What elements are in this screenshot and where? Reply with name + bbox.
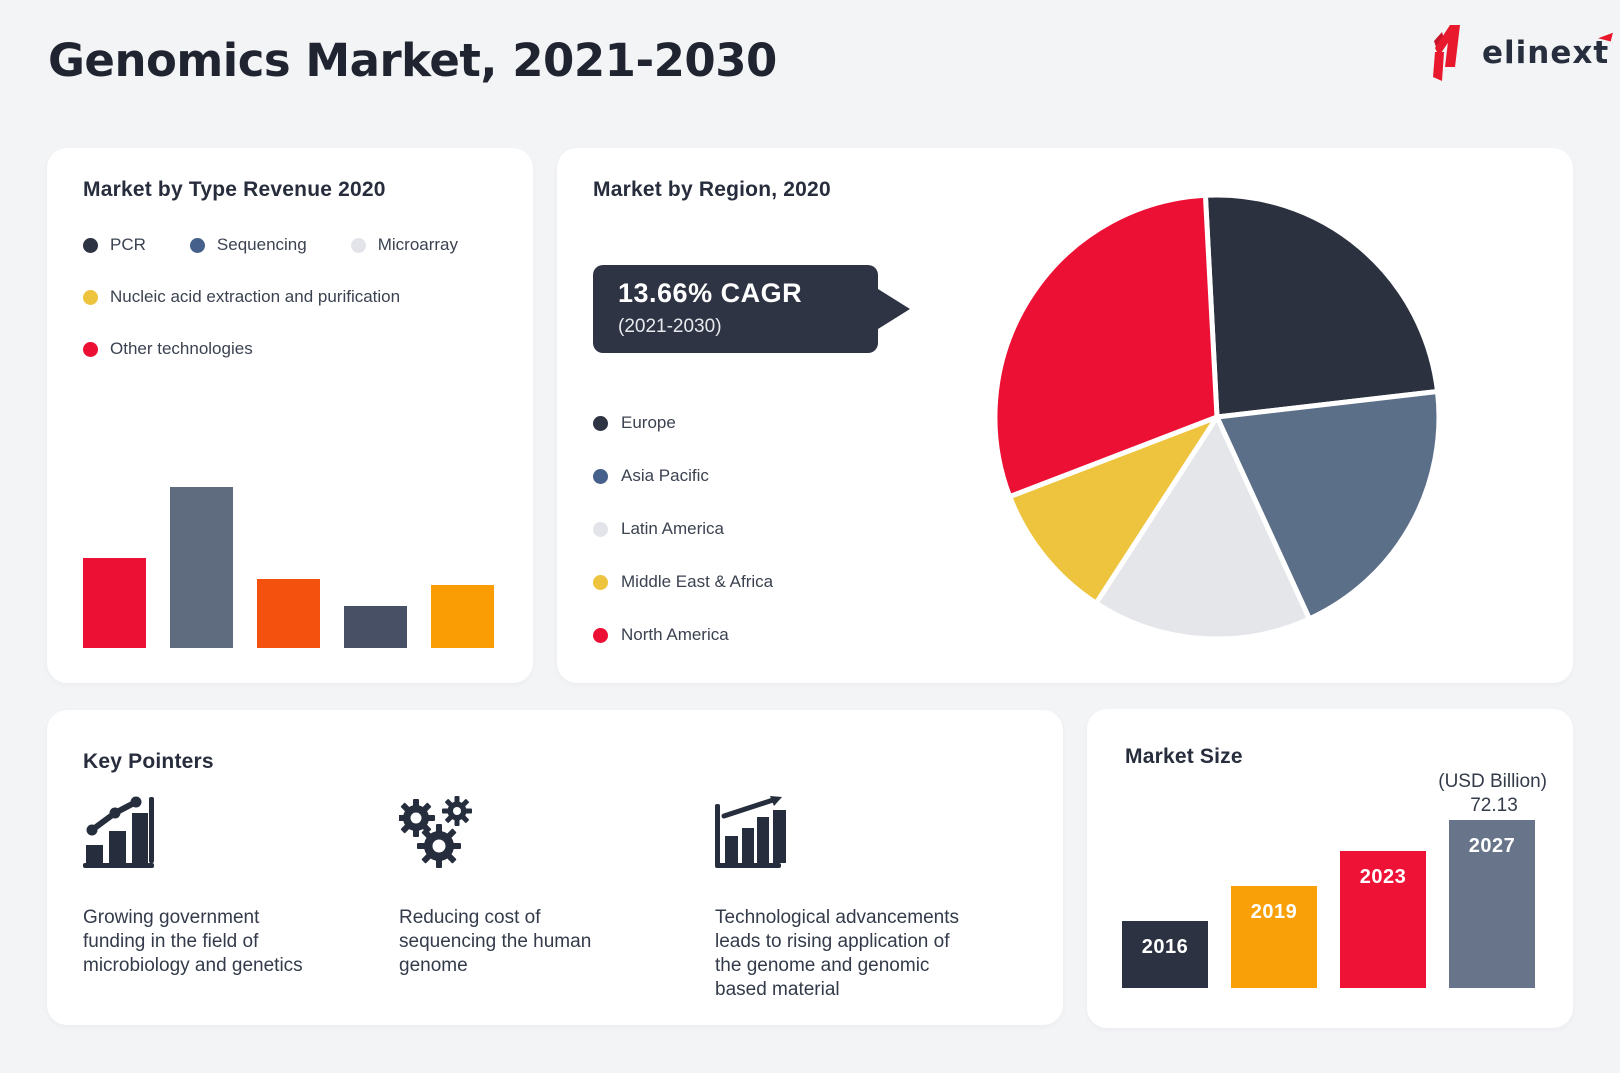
legend-dot-middle-east-africa <box>593 574 608 590</box>
pie-slice-north-america <box>992 192 1220 500</box>
legend-dot-sequencing <box>189 237 205 253</box>
legend-label: PCR <box>110 235 146 254</box>
cagr-value: 13.66% CAGR <box>618 278 803 308</box>
elinext-logo-text: elinext <box>1482 34 1610 71</box>
type-legend-row: PCR Sequencing Microarray <box>83 234 458 256</box>
legend-item-other-technologies: Other technologies <box>83 339 253 359</box>
type-legend-row: Other technologies <box>83 338 458 360</box>
market-size-bar-2027: 2027 <box>1449 820 1535 988</box>
market-size-card: Market Size (USD Billion) 72.13 2016 2019… <box>1087 709 1573 1028</box>
market-size-bar-2023: 2023 <box>1340 851 1426 988</box>
type-bar-3 <box>257 579 320 648</box>
cagr-callout: 13.66% CAGR (2021-2030) <box>593 265 878 353</box>
type-legend-row: Nucleic acid extraction and purification <box>83 286 458 308</box>
key-pointer-sequencing-cost: Reducing cost of sequencing the human ge… <box>399 796 639 978</box>
legend-label: Latin America <box>621 519 724 538</box>
legend-item-middle-east-africa: Middle East & Africa <box>593 571 773 593</box>
market-size-bar-year-2019: 2019 <box>1250 901 1298 923</box>
key-pointers-title: Key Pointers <box>83 750 214 773</box>
elinext-logo: elinext <box>1433 25 1609 81</box>
market-size-bar-2019: 2019 <box>1231 886 1317 988</box>
page-title: Genomics Market, 2021-2030 <box>48 34 777 87</box>
market-size-bar-year-2016: 2016 <box>1141 936 1189 958</box>
legend-label: Europe <box>621 413 676 432</box>
type-legend: PCR Sequencing Microarray Nucleic acid e… <box>83 234 458 390</box>
legend-label: Sequencing <box>216 235 307 254</box>
legend-label: North America <box>621 625 729 644</box>
type-bar-1 <box>83 558 146 648</box>
legend-item-north-america: North America <box>593 624 773 646</box>
legend-item-nucleic-acid: Nucleic acid extraction and purification <box>83 287 400 307</box>
legend-dot-latin-america <box>593 521 608 537</box>
legend-label: Microarray <box>377 235 459 254</box>
market-by-type-card: Market by Type Revenue 2020 PCR Sequenci… <box>47 148 533 683</box>
legend-label: Other technologies <box>110 339 253 358</box>
pie-slice-latin-america <box>1093 414 1312 642</box>
type-revenue-bar-chart <box>83 487 494 648</box>
market-size-peak-value: 72.13 <box>1470 795 1518 816</box>
legend-dot-asia-pacific <box>593 468 608 484</box>
market-by-type-title: Market by Type Revenue 2020 <box>83 178 386 201</box>
legend-dot-microarray <box>350 237 366 253</box>
key-pointer-funding: Growing government funding in the field … <box>83 796 363 978</box>
legend-dot-nucleic-acid <box>83 289 98 305</box>
market-size-bar-year-2027: 2027 <box>1468 835 1516 857</box>
key-pointer-text: Growing government funding in the field … <box>83 907 303 976</box>
type-bar-2 <box>170 487 233 648</box>
legend-label: Middle East & Africa <box>621 572 774 591</box>
growth-trend-chart-icon <box>83 796 154 868</box>
gears-icon <box>399 796 472 868</box>
key-pointer-tech-advancements: Technological advancements leads to risi… <box>715 796 1015 1002</box>
pie-slice-europe <box>1202 192 1440 420</box>
legend-item-asia-pacific: Asia Pacific <box>593 465 773 487</box>
legend-item-microarray: Microarray <box>350 235 459 255</box>
market-size-unit-label: (USD Billion) <box>1438 771 1547 792</box>
key-pointer-text: Technological advancements leads to risi… <box>715 907 959 1000</box>
legend-label: Nucleic acid extraction and purification <box>110 287 401 306</box>
market-size-bar-year-2023: 2023 <box>1359 866 1407 888</box>
key-pointers-card: Key Pointers Growing government funding … <box>47 710 1063 1025</box>
legend-dot-europe <box>593 415 608 431</box>
pie-slice-middle-east-africa <box>1007 414 1220 606</box>
legend-dot-other-technologies <box>83 341 98 357</box>
market-size-bar-chart: 2016 2019 2023 2027 <box>1122 820 1535 988</box>
legend-item-europe: Europe <box>593 412 773 434</box>
region-pie-chart <box>992 192 1442 642</box>
cagr-period: (2021-2030) <box>618 316 722 337</box>
elinext-logo-mark-icon <box>1433 25 1460 81</box>
legend-dot-north-america <box>593 627 608 643</box>
market-size-title: Market Size <box>1125 745 1243 768</box>
legend-item-pcr: PCR <box>83 235 146 255</box>
legend-dot-pcr <box>83 237 98 253</box>
market-by-region-card: Market by Region, 2020 13.66% CAGR (2021… <box>557 148 1573 683</box>
pie-slice-asia-pacific <box>1214 389 1442 622</box>
type-bar-5 <box>431 585 494 648</box>
market-size-bar-2016: 2016 <box>1122 921 1208 988</box>
rising-bars-arrow-icon <box>715 796 786 868</box>
key-pointer-text: Reducing cost of sequencing the human ge… <box>399 907 592 976</box>
market-by-region-title: Market by Region, 2020 <box>593 178 831 201</box>
legend-item-latin-america: Latin America <box>593 518 773 540</box>
region-legend: Europe Asia Pacific Latin America Middle… <box>593 412 773 677</box>
legend-item-sequencing: Sequencing <box>189 235 307 255</box>
type-bar-4 <box>344 606 407 648</box>
legend-label: Asia Pacific <box>621 466 709 485</box>
